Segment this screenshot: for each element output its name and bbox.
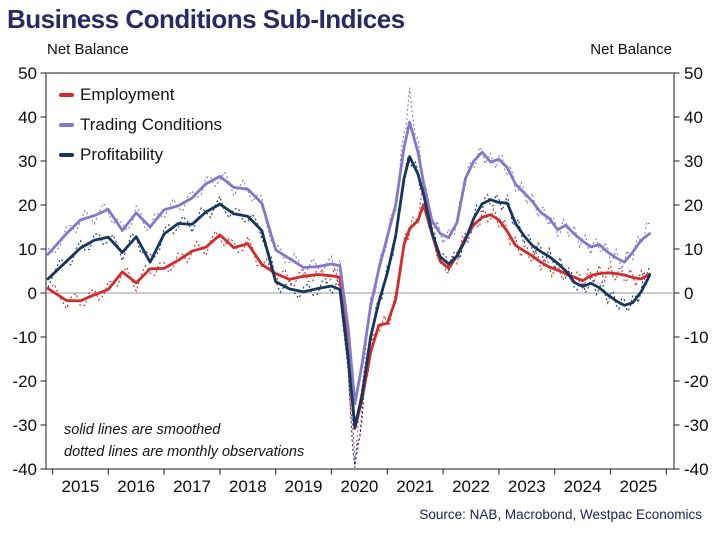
solid-line-profitability	[46, 155, 651, 429]
chart-annotation: solid lines are smoothed dotted lines ar…	[64, 419, 304, 464]
y-axis-label-right: Net Balance	[590, 41, 672, 58]
y-axis-tick-label-right: 40	[684, 108, 703, 127]
x-axis-tick-label: 2017	[173, 477, 211, 496]
x-axis-tick-label: 2024	[564, 477, 602, 496]
y-axis-tick-label-left: 0	[28, 284, 37, 303]
x-axis-tick-label: 2016	[117, 477, 155, 496]
x-axis-tick-label: 2022	[452, 477, 490, 496]
legend-label-trading-conditions: Trading Conditions	[80, 115, 223, 134]
y-axis-tick-label-right: -30	[684, 416, 709, 435]
dotted-line-trading-conditions	[47, 87, 650, 465]
x-axis-tick-label: 2015	[61, 477, 99, 496]
legend-label-profitability: Profitability	[80, 145, 164, 164]
y-axis-tick-label-left: -20	[12, 372, 37, 391]
y-axis-label-left: Net Balance	[47, 41, 129, 58]
annotation-line-1: solid lines are smoothed	[64, 422, 221, 438]
x-axis-tick-label: 2020	[340, 477, 378, 496]
y-axis-tick-label-right: 20	[684, 196, 703, 215]
y-axis-tick-label-right: 0	[684, 284, 693, 303]
y-axis-tick-label-right: 30	[684, 152, 703, 171]
y-axis-tick-label-left: -10	[12, 328, 37, 347]
y-axis-tick-label-left: 30	[18, 152, 37, 171]
x-axis-tick-label: 2019	[285, 477, 323, 496]
plot-border	[45, 72, 675, 470]
chart-legend: Employment Trading Conditions Profitabilit…	[59, 80, 222, 170]
page-title: Business Conditions Sub-Indices	[7, 4, 405, 34]
y-axis-tick-label-left: 40	[18, 108, 37, 127]
y-axis-tick-label-left: 20	[18, 196, 37, 215]
legend-swatch-employment	[59, 93, 74, 97]
x-axis-tick-label: 2021	[396, 477, 434, 496]
y-axis-tick-label-left: -40	[12, 460, 37, 479]
y-axis-tick-label-right: 10	[684, 240, 703, 259]
source-note: Source: NAB, Macrobond, Westpac Economic…	[419, 507, 702, 522]
y-axis-tick-label-right: -40	[684, 460, 709, 479]
legend-swatch-trading-conditions	[59, 123, 74, 127]
series-group	[46, 87, 651, 468]
annotation-line-2: dotted lines are monthly observations	[64, 444, 305, 461]
legend-swatch-profitability	[59, 153, 74, 157]
y-axis-tick-label-right: -20	[684, 372, 709, 391]
x-axis-tick-label: 2023	[508, 477, 546, 496]
y-axis-tick-label-left: -30	[12, 416, 37, 435]
x-axis-tick-label: 2018	[229, 477, 267, 496]
solid-line-trading-conditions	[46, 120, 651, 406]
legend-item-employment: Employment	[59, 80, 222, 110]
x-axis-tick-label: 2025	[619, 477, 657, 496]
y-axis-tick-label-right: -10	[684, 328, 709, 347]
y-axis-tick-label-left: 50	[18, 64, 37, 83]
legend-label-employment: Employment	[80, 85, 175, 104]
y-axis-tick-label-right: 50	[684, 64, 703, 83]
legend-item-profitability: Profitability	[59, 140, 222, 170]
legend-item-trading-conditions: Trading Conditions	[59, 110, 222, 140]
y-axis-tick-label-left: 10	[18, 240, 37, 259]
